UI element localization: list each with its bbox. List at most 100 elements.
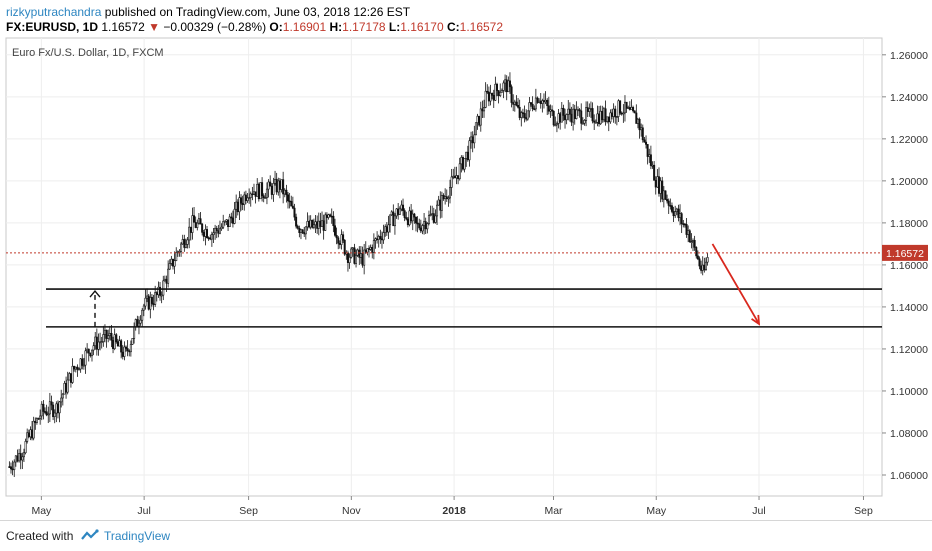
candle-body [397, 208, 400, 215]
candle-body [155, 292, 158, 296]
candle-body [159, 286, 162, 296]
candle-body [165, 278, 168, 284]
candle-body [118, 340, 121, 347]
candle-body [321, 220, 324, 227]
candle-body [168, 263, 171, 270]
candle-body [18, 453, 21, 462]
candle-body [494, 83, 497, 101]
candle-body [607, 116, 610, 123]
candle-body [418, 223, 421, 229]
candle-body [139, 319, 142, 324]
candle-body [291, 205, 294, 209]
candle-body [513, 101, 516, 105]
price-chart[interactable]: 1.26000 1.24000 1.22000 1.20000 1.18000 1.160… [0, 36, 932, 520]
candle-body [533, 108, 536, 110]
candle-body [377, 236, 380, 240]
chart-panel[interactable]: 1.26000 1.24000 1.22000 1.20000 1.18000 1.160… [0, 36, 932, 520]
candle-body [236, 201, 239, 213]
candle-body [45, 411, 48, 416]
tradingview-link[interactable]: TradingView [104, 529, 171, 543]
candle-body [463, 158, 466, 170]
candle-body [682, 223, 685, 225]
candle-body [542, 100, 545, 103]
candle-body [667, 200, 670, 206]
y-tick-label: 1.14000 [890, 302, 928, 314]
candle-body [604, 108, 607, 122]
candle-body [703, 264, 706, 271]
candle-body [244, 194, 247, 201]
candle-body [695, 247, 698, 257]
candle-body [520, 112, 523, 118]
candle-body [526, 110, 529, 120]
candle-body [204, 229, 207, 237]
candle-body [264, 197, 267, 199]
candle-body [95, 336, 98, 350]
levels[interactable] [6, 243, 882, 328]
candle-body [206, 229, 209, 239]
candle-body [359, 253, 362, 258]
candle-body [606, 116, 609, 122]
candle-body [121, 351, 124, 357]
candle-body [473, 134, 476, 144]
candle-body [427, 215, 430, 224]
candle-body [126, 348, 129, 352]
candle-body [306, 221, 309, 228]
candle-body [103, 329, 106, 335]
candle-body [188, 226, 191, 241]
footer: Created with TradingView [0, 520, 932, 551]
candle-body [194, 222, 197, 228]
candle-body [142, 305, 145, 311]
candle-body [21, 456, 24, 461]
candle-body [86, 348, 89, 352]
candle-body [570, 113, 573, 123]
candle-body [410, 210, 413, 222]
candle-body [270, 185, 273, 195]
candle-body [251, 193, 254, 196]
candle-body [625, 101, 628, 109]
candle-body [659, 180, 662, 194]
x-tick-label: May [646, 505, 667, 517]
candle-body [8, 466, 11, 468]
candle-body [411, 213, 414, 222]
candle-body [149, 296, 152, 310]
candle-body [460, 157, 463, 165]
candle-body [231, 217, 234, 224]
candle-body [683, 223, 686, 226]
candle-body [295, 216, 298, 227]
candle-body [346, 252, 349, 263]
current-price-label: 1.16572 [886, 248, 924, 260]
candle-body [704, 261, 707, 271]
candle-body [534, 97, 537, 110]
candle-body [317, 220, 320, 229]
candle-body [246, 197, 249, 201]
y-tick-label: 1.08000 [890, 428, 928, 440]
candle-body [178, 251, 181, 253]
candle-body [259, 182, 262, 200]
candle-body [573, 108, 576, 119]
candle-body [257, 183, 260, 200]
candle-body [465, 151, 468, 159]
candle-body [601, 110, 604, 121]
candle-body [55, 403, 58, 414]
candle-body [116, 341, 119, 347]
candle-body [455, 175, 458, 179]
candle-body [301, 229, 304, 233]
x-axis[interactable]: May Jul Sep Nov 2018 Mar May Jul Sep [31, 496, 873, 517]
candle-body [47, 413, 50, 416]
candle-body [338, 242, 341, 245]
y-axis[interactable]: 1.26000 1.24000 1.22000 1.20000 1.18000 1.160… [882, 50, 928, 482]
candle-body [39, 415, 42, 419]
author-link[interactable]: rizkyputrachandra [6, 5, 102, 19]
candle-body [461, 157, 464, 170]
candle-body [94, 336, 97, 347]
candle-body [447, 197, 450, 200]
candle-body [583, 120, 586, 124]
candle-body [414, 216, 417, 224]
candle-body [184, 244, 187, 248]
symbol-label: FX:EURUSD, 1D [6, 20, 99, 34]
candle-body [171, 258, 174, 267]
candle-body [269, 181, 272, 187]
candle-body [648, 154, 651, 157]
candle-body [223, 220, 226, 223]
candle-body [580, 110, 583, 124]
